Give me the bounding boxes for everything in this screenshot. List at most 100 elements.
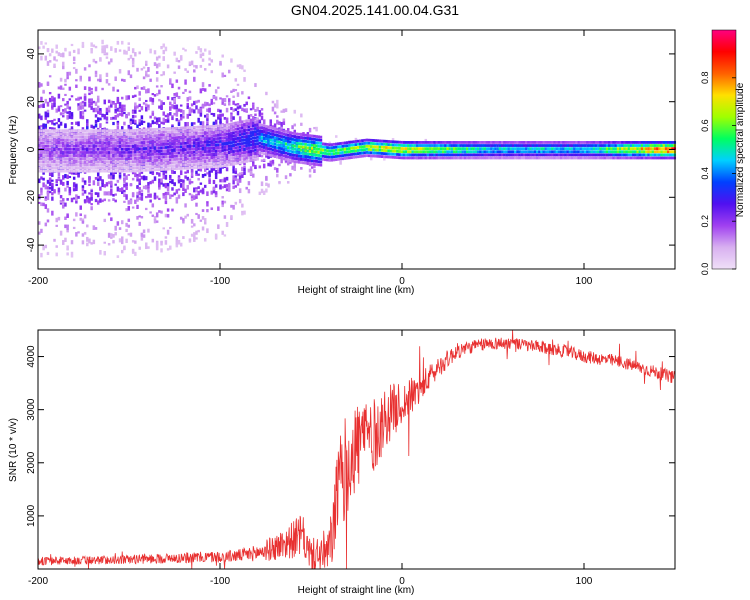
spectrogram-cell: [70, 95, 74, 98]
spectrogram-cell: [271, 106, 275, 112]
spectrogram-cell: [206, 114, 209, 118]
spectrogram-cell: [57, 118, 61, 123]
spectrogram-cell: [223, 200, 227, 204]
spectrogram-cell: [352, 146, 355, 150]
spectrogram-cell: [254, 133, 257, 137]
spectrogram-cell: [158, 161, 161, 165]
spectrogram-cell: [219, 152, 222, 156]
spectrogram-cell: [396, 140, 399, 144]
spectrogram-cell: [127, 169, 131, 173]
spectrogram-cell: [341, 157, 345, 161]
spectrogram-cell: [249, 131, 253, 134]
spectrogram-cell: [147, 228, 150, 233]
spectrogram-cell: [199, 131, 203, 135]
spectrogram-cell: [559, 141, 563, 144]
spectrogram-cell: [210, 131, 214, 135]
spectrogram-cell: [110, 233, 113, 237]
spectrogram-cell: [265, 149, 268, 153]
spectrogram-cell: [66, 245, 69, 250]
spectrogram-cell: [219, 118, 222, 124]
spectrogram-cell: [125, 95, 128, 101]
spectrogram-cell: [265, 128, 268, 131]
spectrogram-cell: [193, 102, 196, 105]
spectrogram-cell: [363, 154, 366, 158]
spectrogram-cell: [529, 156, 532, 160]
spectrogram-cell: [68, 111, 72, 117]
spectrogram-cell: [361, 145, 364, 149]
spectrogram-cell: [269, 132, 272, 136]
spectrogram-cell: [614, 147, 618, 151]
spectrogram-cell: [90, 144, 93, 148]
spectrogram-cell: [112, 129, 115, 133]
spectrogram-cell: [208, 172, 211, 177]
spectrogram-cell: [345, 144, 349, 148]
spectrogram-cell: [359, 151, 362, 155]
spectrogram-cell: [328, 152, 331, 156]
spectrogram-cell: [120, 132, 124, 136]
spectrogram-cell: [188, 132, 192, 136]
spectrogram-cell: [404, 156, 408, 160]
spectrogram-cell: [44, 55, 48, 61]
spectrogram-cell: [243, 147, 246, 151]
spectrogram-cell: [142, 131, 146, 135]
spectrogram-cell: [81, 218, 85, 223]
spectrogram-cell: [62, 201, 65, 205]
spectrogram-cell: [265, 182, 268, 186]
spectrogram-cell: [53, 238, 56, 242]
spectrogram-cell: [238, 158, 242, 161]
spectrogram-cell: [164, 174, 168, 180]
spectrogram-cell: [107, 147, 111, 151]
spectrogram-cell: [158, 178, 161, 184]
spectrogram-cell: [77, 98, 80, 101]
spectrogram-cell: [92, 144, 96, 148]
spectrogram-cell: [123, 169, 126, 173]
spectrogram-cell: [415, 144, 419, 147]
spectrogram-cell: [225, 160, 229, 164]
spectrogram-cell: [252, 158, 255, 162]
spectrogram-cell: [252, 173, 255, 178]
spectrogram-cell: [120, 157, 124, 161]
spectrogram-cell: [223, 130, 227, 133]
spectrogram-cell: [642, 153, 646, 157]
spectrogram-cell: [378, 155, 382, 158]
spectrogram-cell: [125, 166, 128, 170]
spectrogram-cell: [289, 143, 292, 147]
spectrogram-cell: [81, 135, 85, 139]
spectrogram-cell: [131, 114, 135, 119]
spectrogram-cell: [494, 156, 497, 160]
spectrogram-cell: [188, 138, 192, 142]
spectrogram-cell: [103, 49, 107, 54]
spectrogram-cell: [262, 119, 266, 125]
spectrogram-cell: [234, 124, 238, 128]
spectrogram-cell: [472, 144, 476, 147]
spectrogram-cell: [40, 83, 43, 87]
spectrogram-cell: [212, 143, 216, 147]
spectrogram-cell: [40, 163, 43, 167]
spectrogram-cell: [300, 145, 303, 149]
spectrogram-cell: [208, 162, 211, 166]
spectrogram-cell: [492, 150, 495, 154]
spectrogram-cell: [223, 184, 227, 189]
spectrogram-cell: [280, 135, 283, 138]
spectrogram-cell: [64, 132, 67, 136]
spectrogram-cell: [162, 195, 165, 199]
spectrogram-cell: [254, 155, 257, 158]
spectrogram-cell: [66, 104, 69, 110]
spectrogram-cell: [317, 144, 321, 148]
spectrogram-cell: [151, 179, 155, 184]
spectrogram-cell: [402, 147, 406, 151]
spectrogram-cell: [125, 163, 128, 167]
spectrogram-cell: [374, 145, 377, 149]
spectrogram-cell: [62, 204, 65, 209]
spectrogram-cell: [182, 47, 185, 50]
spectrogram-cell: [184, 203, 187, 208]
spectrogram-cell: [182, 187, 185, 192]
spectrogram-cell: [59, 135, 63, 139]
spectrogram-cell: [520, 150, 524, 154]
spectrogram-cell: [83, 180, 87, 183]
spectrogram-cell: [297, 148, 301, 152]
spectrogram-cell: [252, 150, 255, 154]
spectrogram-cell: [153, 155, 157, 159]
spectrogram-cell: [138, 159, 141, 163]
spectrogram-cell: [640, 153, 644, 157]
